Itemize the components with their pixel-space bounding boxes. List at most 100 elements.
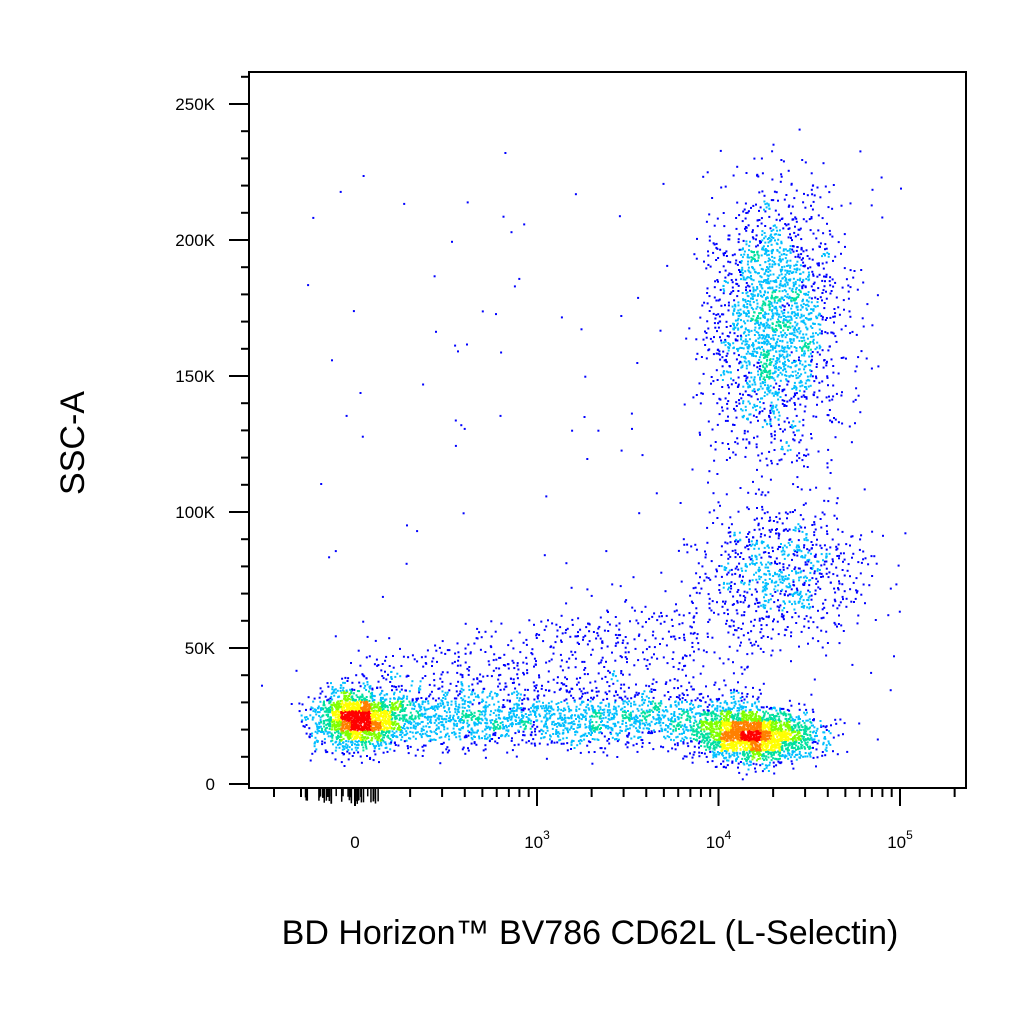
event-dot [811, 437, 813, 439]
event-dot [790, 742, 792, 744]
event-dot [756, 737, 758, 739]
event-dot [763, 201, 765, 203]
event-dot [752, 758, 754, 760]
event-dot [725, 601, 727, 603]
event-dot [725, 748, 727, 750]
event-dot [773, 618, 775, 620]
event-dot [720, 750, 722, 752]
event-dot [703, 261, 705, 263]
event-dot [820, 630, 822, 632]
event-dot [835, 723, 837, 725]
event-dot [772, 323, 774, 325]
event-dot [750, 755, 752, 757]
event-dot [810, 385, 812, 387]
event-dot [742, 746, 744, 748]
event-dot [410, 712, 412, 714]
event-dot [866, 358, 868, 360]
event-dot [766, 720, 768, 722]
event-dot [803, 544, 805, 546]
event-dot [863, 584, 865, 586]
event-dot [364, 698, 366, 700]
event-dot [773, 715, 775, 717]
event-dot [838, 615, 840, 617]
event-dot [755, 556, 757, 558]
event-dot [722, 365, 724, 367]
event-dot [826, 729, 828, 731]
event-dot [808, 620, 810, 622]
event-dot [811, 524, 813, 526]
event-dot [828, 743, 830, 745]
event-dot [778, 758, 780, 760]
event-dot [815, 765, 817, 767]
event-dot [763, 294, 765, 296]
event-dot [850, 601, 852, 603]
event-dot [786, 755, 788, 757]
event-dot [816, 735, 818, 737]
event-dot [724, 339, 726, 341]
event-dot [832, 605, 834, 607]
event-dot [779, 649, 781, 651]
event-dot [771, 244, 773, 246]
event-dot [754, 519, 756, 521]
event-dot [332, 734, 334, 736]
event-dot [757, 524, 759, 526]
event-dot [790, 398, 792, 400]
event-dot [762, 718, 764, 720]
event-dot [740, 749, 742, 751]
event-dot [743, 320, 745, 322]
event-dot [331, 704, 333, 706]
event-dot [751, 555, 753, 557]
event-dot [802, 518, 804, 520]
event-dot [823, 725, 825, 727]
event-dot [827, 466, 829, 468]
event-dot [760, 557, 762, 559]
event-dot [708, 421, 710, 423]
event-dot [786, 611, 788, 613]
event-dot [750, 545, 752, 547]
event-dot [736, 166, 738, 168]
event-dot [734, 332, 736, 334]
event-dot [743, 601, 745, 603]
event-dot [826, 725, 828, 727]
event-dot [845, 543, 847, 545]
event-dot [833, 308, 835, 310]
event-dot [314, 698, 316, 700]
event-dot [837, 497, 839, 499]
event-dot [829, 284, 831, 286]
event-dot [733, 534, 735, 536]
event-dot [755, 750, 757, 752]
event-dot [390, 707, 392, 709]
event-dot [725, 567, 727, 569]
event-dot [794, 382, 796, 384]
event-dot [834, 622, 836, 624]
event-dot [826, 462, 828, 464]
event-dot [807, 590, 809, 592]
event-dot [817, 742, 819, 744]
event-dot [895, 583, 897, 585]
event-dot [698, 562, 700, 564]
event-dot [774, 745, 776, 747]
event-dot [856, 592, 858, 594]
event-dot [795, 530, 797, 532]
event-dot [838, 580, 840, 582]
event-dot [764, 408, 766, 410]
event-dot [738, 304, 740, 306]
event-dot [792, 747, 794, 749]
event-dot [734, 253, 736, 255]
event-dot [753, 625, 755, 627]
event-dot [305, 709, 307, 711]
event-dot [362, 747, 364, 749]
event-dot [712, 760, 714, 762]
event-dot [867, 563, 869, 565]
event-dot [779, 385, 781, 387]
event-dot [678, 550, 680, 552]
event-dot [728, 304, 730, 306]
event-dot [817, 756, 819, 758]
event-dot [798, 577, 800, 579]
event-dot [747, 548, 749, 550]
event-dot [780, 725, 782, 727]
event-dot [800, 729, 802, 731]
event-dot [804, 554, 806, 556]
event-dot [750, 722, 752, 724]
event-dot [771, 759, 773, 761]
